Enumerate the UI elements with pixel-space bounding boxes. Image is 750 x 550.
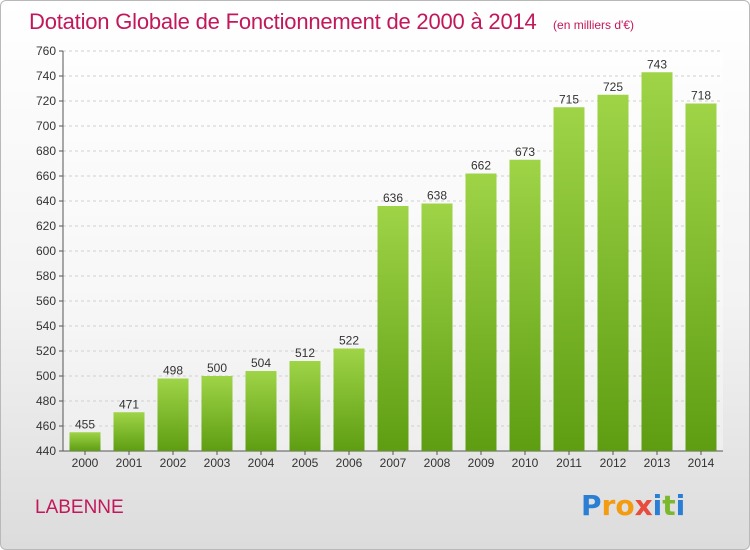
chart-unit-note: (en milliers d'€)	[553, 18, 635, 32]
data-label-2002: 498	[163, 364, 183, 378]
x-tick-label-2000: 2000	[72, 456, 99, 470]
chart-title: Dotation Globale de Fonctionnement de 20…	[29, 9, 537, 34]
data-label-2012: 725	[603, 80, 623, 94]
x-tick-label-2011: 2011	[556, 456, 582, 470]
y-tick-label: 580	[36, 269, 56, 283]
x-tick-label-2005: 2005	[292, 456, 319, 470]
x-tick-label-2007: 2007	[380, 456, 407, 470]
logo-letter: P	[581, 489, 602, 522]
y-tick-label: 760	[36, 44, 56, 58]
bar-2004	[245, 371, 277, 451]
y-tick-label: 460	[36, 419, 56, 433]
x-tick-label-2003: 2003	[204, 456, 231, 470]
x-tick-label-2001: 2001	[116, 456, 143, 470]
y-tick-label: 540	[36, 319, 56, 333]
y-tick-label: 480	[36, 394, 56, 408]
bar-2011	[553, 107, 585, 451]
logo-letter: i	[675, 489, 686, 522]
data-label-2000: 455	[75, 417, 95, 431]
bar-2000	[69, 432, 101, 451]
x-tick-label-2013: 2013	[644, 456, 671, 470]
data-label-2001: 471	[119, 397, 139, 411]
data-label-2004: 504	[251, 356, 271, 370]
y-tick-label: 600	[36, 244, 56, 258]
logo-letter: r	[601, 489, 616, 522]
data-label-2003: 500	[207, 361, 227, 375]
y-tick-label: 560	[36, 294, 56, 308]
data-label-2013: 743	[647, 57, 667, 71]
bar-2010	[509, 159, 541, 451]
bar-2001	[113, 412, 145, 451]
logo-letter: t	[662, 489, 676, 522]
data-label-2014: 718	[691, 89, 711, 103]
bar-2008	[421, 203, 453, 451]
data-label-2006: 522	[339, 334, 359, 348]
data-label-2011: 715	[559, 92, 579, 106]
data-label-2008: 638	[427, 189, 447, 203]
y-tick-label: 500	[36, 369, 56, 383]
bar-2009	[465, 173, 497, 451]
data-label-2009: 662	[471, 159, 491, 173]
y-tick-label: 440	[36, 444, 56, 458]
y-tick-label: 720	[36, 94, 56, 108]
data-label-2010: 673	[515, 145, 535, 159]
logo-letter: x	[634, 489, 653, 522]
y-tick-label: 660	[36, 169, 56, 183]
x-tick-label-2002: 2002	[160, 456, 187, 470]
bar-2006	[333, 348, 365, 451]
proxiti-logo: Proxiti	[581, 489, 685, 522]
title-block: Dotation Globale de Fonctionnement de 20…	[29, 9, 634, 35]
data-label-2005: 512	[295, 346, 315, 360]
y-tick-label: 640	[36, 194, 56, 208]
logo-letter: o	[615, 489, 635, 522]
bar-2013	[641, 72, 673, 451]
logo-letter: i	[652, 489, 663, 522]
y-tick-label: 740	[36, 69, 56, 83]
bar-2002	[157, 378, 189, 451]
x-tick-label-2004: 2004	[248, 456, 275, 470]
bar-2014	[685, 103, 717, 451]
x-tick-label-2010: 2010	[512, 456, 539, 470]
x-tick-label-2014: 2014	[688, 456, 715, 470]
data-label-2007: 636	[383, 191, 403, 205]
y-tick-label: 700	[36, 119, 56, 133]
commune-name: LABENNE	[35, 497, 124, 518]
x-tick-label-2012: 2012	[600, 456, 627, 470]
bar-2003	[201, 376, 233, 451]
y-tick-label: 520	[36, 344, 56, 358]
x-tick-label-2006: 2006	[336, 456, 363, 470]
x-tick-label-2009: 2009	[468, 456, 495, 470]
y-tick-label: 680	[36, 144, 56, 158]
bar-2007	[377, 206, 409, 451]
x-tick-label-2008: 2008	[424, 456, 451, 470]
bar-2005	[289, 361, 321, 451]
bar-2012	[597, 94, 629, 451]
y-tick-label: 620	[36, 219, 56, 233]
